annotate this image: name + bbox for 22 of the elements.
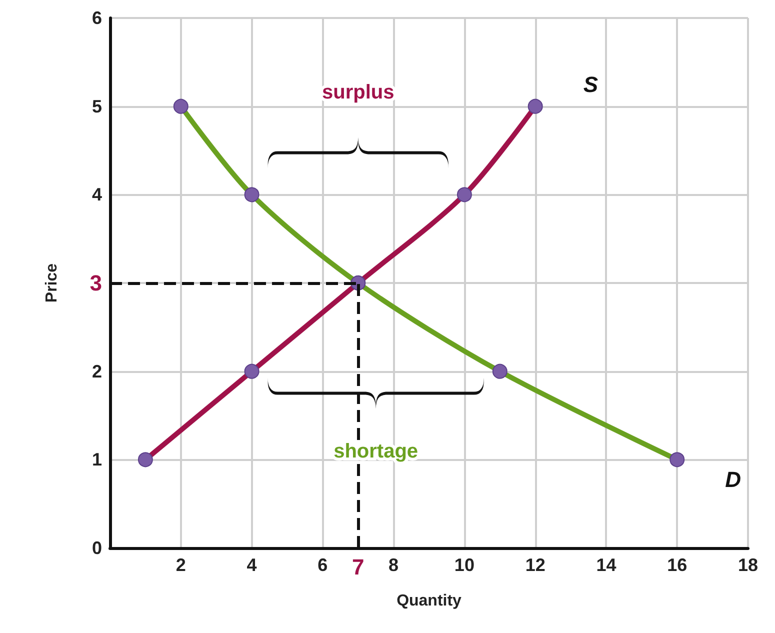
x-tick-label: 16	[667, 555, 688, 575]
x-tick-label: 18	[738, 555, 758, 575]
ref-line-label: 3	[90, 270, 102, 296]
annotation: surplus	[322, 82, 394, 104]
ref-line-label: 7	[352, 554, 364, 580]
series-label: S	[583, 72, 598, 97]
x-tick-label: 6	[318, 555, 328, 575]
y-tick-label: 0	[92, 538, 102, 558]
y-tick-label: 4	[92, 184, 102, 205]
x-tick-label: 8	[388, 555, 399, 575]
x-tick-label: 10	[454, 555, 474, 575]
x-tick-label: 12	[525, 555, 546, 575]
x-axis-title: Quantity	[396, 592, 462, 610]
y-tick-label: 5	[92, 96, 102, 116]
y-tick-label: 1	[92, 450, 102, 470]
y-tick-label: 2	[92, 361, 102, 382]
y-tick-label: 6	[92, 8, 102, 28]
series-label: D	[725, 467, 742, 492]
x-tick-label: 14	[596, 555, 616, 575]
x-tick-label: 4	[246, 555, 257, 575]
x-tick-label: 2	[176, 555, 186, 575]
y-axis-title: Price	[44, 263, 60, 303]
